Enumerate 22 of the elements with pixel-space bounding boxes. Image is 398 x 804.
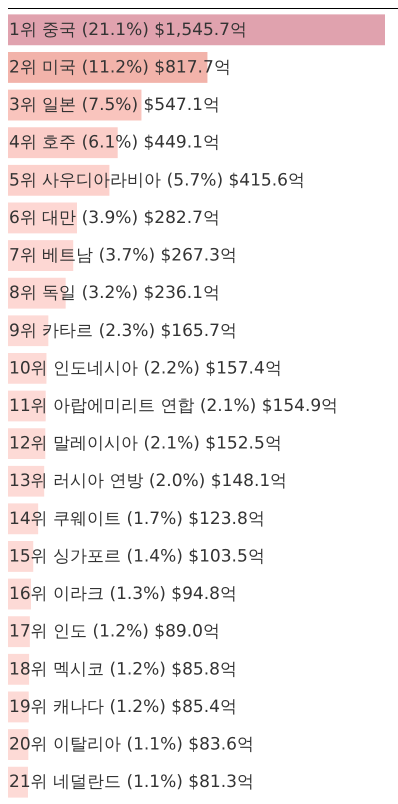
y-tick-label: 20위 이탈리아 (1.1%) $83.6억: [9, 734, 254, 755]
y-tick-label: 10위 인도네시아 (2.2%) $157.4억: [9, 358, 282, 378]
y-tick-label: 5위 사우디아라비아 (5.7%) $415.6억: [9, 170, 305, 190]
bar: [8, 14, 385, 46]
y-tick-label: 9위 카타르 (2.3%) $165.7억: [9, 320, 237, 341]
y-tick-label: 16위 이라크 (1.3%) $94.8억: [9, 584, 237, 604]
y-tick-label: 17위 인도 (1.2%) $89.0억: [9, 622, 220, 642]
y-tick-label: 6위 대만 (3.9%) $282.7억: [9, 208, 220, 228]
y-tick-label: 12위 말레이시아 (2.1%) $152.5억: [9, 434, 282, 454]
y-tick-label: 14위 쿠웨이트 (1.7%) $123.8억: [9, 508, 265, 529]
y-tick-label: 2위 미국 (11.2%) $817.7억: [9, 57, 231, 78]
y-tick-label: 7위 베트남 (3.7%) $267.3억: [9, 246, 237, 266]
y-tick-label: 21위 네덜란드 (1.1%) $81.3억: [9, 772, 254, 792]
y-tick-label: 4위 호주 (6.1%) $449.1억: [9, 132, 220, 153]
y-tick-label: 18위 멕시코 (1.2%) $85.8억: [9, 659, 237, 680]
y-tick-label: 11위 아랍에미리트 연합 (2.1%) $154.9억: [9, 396, 338, 416]
y-tick-label: 1위 중국 (21.1%) $1,545.7억: [9, 20, 247, 40]
y-tick-label: 15위 싱가포르 (1.4%) $103.5억: [9, 546, 265, 566]
y-tick-label: 19위 캐나다 (1.2%) $85.4억: [9, 696, 237, 717]
y-tick-label: 3위 일본 (7.5%) $547.1억: [9, 95, 220, 116]
y-tick-label: 8위 독일 (3.2%) $236.1억: [9, 283, 220, 304]
y-tick-label: 13위 러시아 연방 (2.0%) $148.1억: [9, 471, 288, 492]
